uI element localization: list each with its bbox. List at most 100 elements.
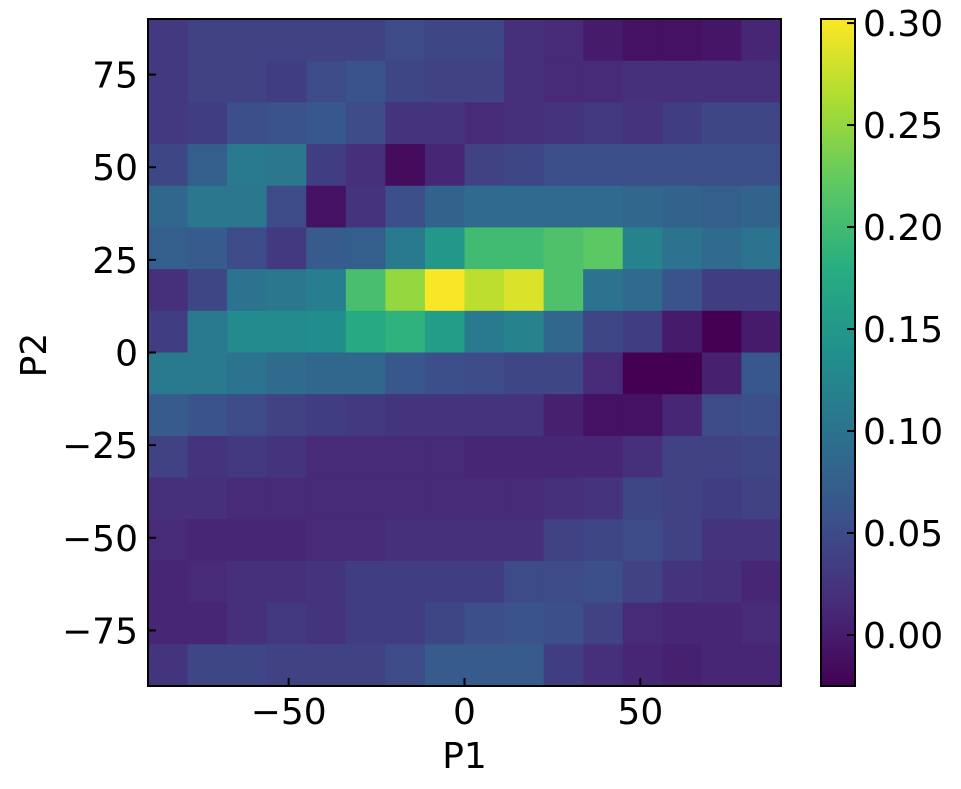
- heatmap-cell: [741, 60, 782, 103]
- heatmap-cell: [583, 19, 624, 62]
- heatmap-cell: [662, 102, 703, 145]
- heatmap-cell: [543, 310, 584, 354]
- heatmap-cell: [583, 560, 624, 604]
- colorbar-tick-label: 0.30: [863, 4, 943, 45]
- x-axis: −50 0 50: [251, 678, 663, 733]
- heatmap-cell: [148, 185, 189, 229]
- heatmap-cell: [504, 269, 545, 312]
- heatmap-cell: [148, 144, 189, 187]
- heatmap-cell: [227, 185, 268, 229]
- heatmap-cell: [345, 560, 386, 604]
- heatmap-cell: [424, 102, 466, 145]
- heatmap-cell: [622, 352, 663, 395]
- heatmap-cell: [345, 185, 386, 229]
- heatmap-cell: [464, 394, 505, 437]
- heatmap-cell: [464, 477, 505, 520]
- heatmap-cell: [424, 560, 466, 604]
- heatmap-cell: [227, 477, 268, 520]
- heatmap-cell: [662, 60, 703, 103]
- heatmap-cell: [701, 477, 743, 520]
- colorbar-tick-label: 0.10: [863, 412, 943, 453]
- heatmap-cell: [701, 560, 743, 604]
- heatmap-cell: [227, 144, 268, 187]
- heatmap-cell: [701, 394, 743, 437]
- heatmap-cell: [543, 60, 584, 103]
- heatmap-cell: [266, 644, 307, 687]
- colorbar-tick-label: 0.00: [863, 616, 943, 657]
- heatmap-cell: [504, 394, 545, 437]
- y-axis-label: P2: [14, 333, 55, 378]
- heatmap-cell: [701, 19, 743, 62]
- heatmap-cell: [266, 19, 307, 62]
- heatmap-cell: [543, 102, 584, 145]
- heatmap-cell: [424, 519, 466, 562]
- heatmap-cell: [741, 310, 782, 354]
- y-tick-label: 50: [92, 148, 138, 189]
- heatmap-cell: [227, 644, 268, 687]
- heatmap-cell: [662, 352, 703, 395]
- x-tick-label: 50: [617, 692, 663, 733]
- heatmap-cell: [583, 60, 624, 103]
- heatmap-cell: [504, 144, 545, 187]
- heatmap-cell: [345, 60, 386, 103]
- heatmap-cell: [464, 560, 505, 604]
- x-tick-label: 0: [453, 692, 476, 733]
- heatmap-cell: [662, 519, 703, 562]
- heatmap-cell: [622, 602, 663, 645]
- heatmap-cell: [306, 185, 347, 229]
- heatmap-cell: [583, 435, 624, 479]
- heatmap-cell: [741, 227, 782, 270]
- heatmap-cell: [583, 310, 624, 354]
- heatmap-cell: [543, 602, 584, 645]
- heatmap-cell: [504, 60, 545, 103]
- heatmap-cell: [306, 644, 347, 687]
- heatmap-cell: [345, 435, 386, 479]
- heatmap-cell: [424, 60, 466, 103]
- heatmap-cell: [385, 144, 426, 187]
- heatmap-cell: [266, 60, 307, 103]
- heatmap-cell: [306, 60, 347, 103]
- heatmap-cell: [148, 102, 189, 145]
- heatmap-cell: [464, 19, 505, 62]
- heatmap-cell: [583, 602, 624, 645]
- heatmap-cell: [543, 560, 584, 604]
- y-tick-label: −50: [62, 519, 138, 560]
- heatmap-cell: [464, 185, 505, 229]
- heatmap-cell: [385, 269, 426, 312]
- heatmap-cell: [583, 227, 624, 270]
- heatmap-cell: [741, 352, 782, 395]
- heatmap-cell: [345, 394, 386, 437]
- colorbar-frame: [820, 18, 856, 687]
- heatmap-cell: [662, 227, 703, 270]
- heatmap-cell: [385, 394, 426, 437]
- heatmap-cell: [583, 185, 624, 229]
- heatmap-cell: [306, 19, 347, 62]
- heatmap-cell: [266, 602, 307, 645]
- heatmap-cell: [464, 644, 505, 687]
- heatmap-cell: [622, 394, 663, 437]
- heatmap-cell: [306, 477, 347, 520]
- heatmap-cell: [662, 310, 703, 354]
- heatmap-cell: [385, 602, 426, 645]
- heatmap-cell: [741, 435, 782, 479]
- heatmap-cell: [187, 435, 228, 479]
- heatmap-cell: [583, 644, 624, 687]
- heatmap-cell: [622, 435, 663, 479]
- heatmap-cell: [227, 394, 268, 437]
- heatmap-cell: [187, 269, 228, 312]
- heatmap-cell: [266, 519, 307, 562]
- heatmap-cell: [227, 519, 268, 562]
- heatmap-cell: [701, 227, 743, 270]
- heatmap-cell: [385, 519, 426, 562]
- heatmap-cell: [424, 310, 466, 354]
- heatmap-cell: [701, 144, 743, 187]
- heatmap-cell: [543, 477, 584, 520]
- heatmap-cell: [701, 352, 743, 395]
- heatmap-cell: [701, 644, 743, 687]
- heatmap-cell: [741, 560, 782, 604]
- heatmap-cell: [662, 435, 703, 479]
- colorbar-tick-label: 0.15: [863, 310, 943, 351]
- heatmap-cell: [266, 185, 307, 229]
- heatmap-cell: [504, 644, 545, 687]
- heatmap-cell: [266, 352, 307, 395]
